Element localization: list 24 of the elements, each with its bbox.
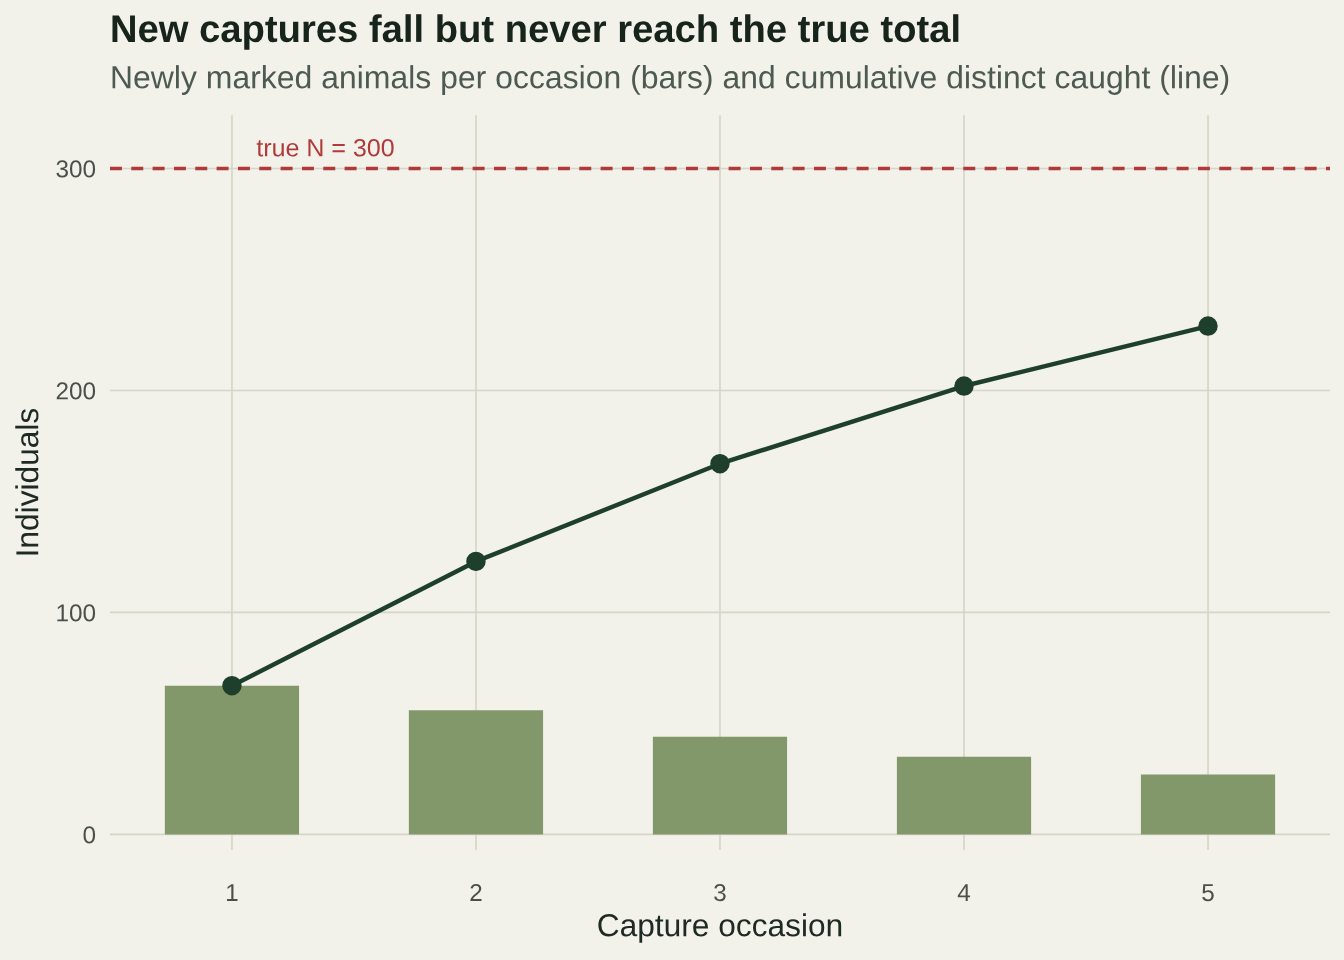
y-axis-title: Individuals [15, 408, 39, 555]
y-tick-label: 0 [83, 826, 96, 844]
x-axis-title: Capture occasion [598, 913, 842, 943]
x-tick-label: 1 [227, 884, 238, 901]
ref-line-label: true N = 300 [256, 138, 394, 157]
point [1198, 316, 1218, 336]
bar [652, 736, 788, 835]
chart-title: New captures fall but never reach the true total [112, 14, 959, 50]
point [222, 675, 242, 696]
bar [1140, 774, 1276, 835]
point [710, 453, 730, 474]
x-tick-label: 4 [957, 884, 971, 901]
bar [896, 756, 1032, 835]
y-tick-label: 100 [57, 604, 96, 622]
point [466, 551, 486, 572]
bar [164, 685, 300, 835]
chart-subtitle: Newly marked animals per occasion (bars) and cumulative distinct caught (line) [112, 65, 1229, 95]
point [954, 376, 974, 396]
y-tick-label: 300 [56, 160, 96, 178]
bar [408, 710, 544, 835]
x-tick-label: 3 [714, 883, 726, 902]
y-tick-label: 200 [56, 382, 96, 400]
x-tick-label: 5 [1202, 884, 1214, 902]
x-tick-label: 2 [470, 883, 482, 901]
